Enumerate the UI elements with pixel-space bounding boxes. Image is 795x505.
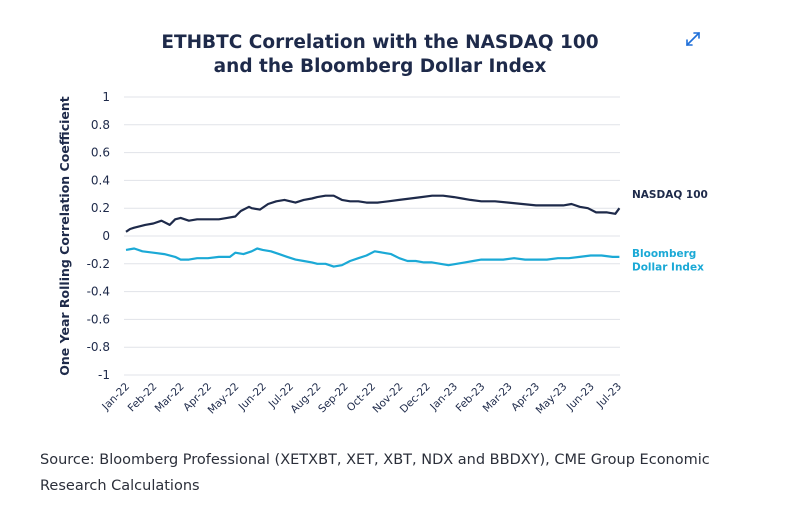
y-tick-label: -0.6 — [87, 312, 110, 326]
x-tick-label: Jul-23 — [594, 381, 624, 411]
chart-title-line-1: ETHBTC Correlation with the NASDAQ 100 — [161, 32, 599, 53]
chart-title-line-2: and the Bloomberg Dollar Index — [213, 56, 547, 77]
series-label: Bloomberg — [632, 248, 696, 260]
chart-title: ETHBTC Correlation with the NASDAQ 100 a… — [130, 31, 630, 79]
series-line-nasdaq-100 — [125, 194, 621, 233]
source-line-1: Source: Bloomberg Professional (XETXBT, … — [40, 452, 710, 468]
y-tick-label: 1 — [102, 90, 110, 104]
x-tick-label: Dec-22 — [398, 381, 433, 416]
line-chart: 1 0.8 0.6 0.4 0.2 0 -0.2 -0.4 -0.6 -0.8 -1 One Year… — [57, 90, 708, 416]
series-label: Dollar Index — [632, 261, 704, 273]
x-tick-label: Aug-22 — [288, 381, 323, 416]
y-axis-label: One Year Rolling Correlation Coefficient — [57, 96, 72, 376]
y-tick-label: 0 — [102, 229, 110, 243]
x-tick-label: Sep-22 — [316, 381, 351, 416]
source-line-2: Research Calculations — [40, 478, 200, 494]
y-tick-label: -1 — [98, 368, 110, 382]
y-tick-label: 0.6 — [91, 146, 110, 160]
expand-arrows-icon — [686, 32, 700, 46]
y-tick-label: 0.2 — [91, 201, 110, 215]
y-tick-label: 0.8 — [91, 118, 110, 132]
x-tick-label: Mar-22 — [153, 381, 187, 415]
x-tick-label: Jun-22 — [236, 381, 269, 414]
y-tick-label: -0.4 — [87, 285, 110, 299]
series-label: NASDAQ 100 — [632, 189, 708, 201]
expand-button[interactable] — [683, 29, 703, 49]
y-tick-label: -0.2 — [87, 257, 110, 271]
y-tick-label: -0.8 — [87, 340, 110, 354]
y-tick-label: 0.4 — [91, 173, 110, 187]
source-note: Source: Bloomberg Professional (XETXBT, … — [40, 447, 770, 499]
x-tick-label: Jun-23 — [564, 381, 597, 414]
series-line-bloomberg-dollar-index — [125, 247, 620, 268]
x-tick-label: Mar-23 — [481, 381, 515, 415]
